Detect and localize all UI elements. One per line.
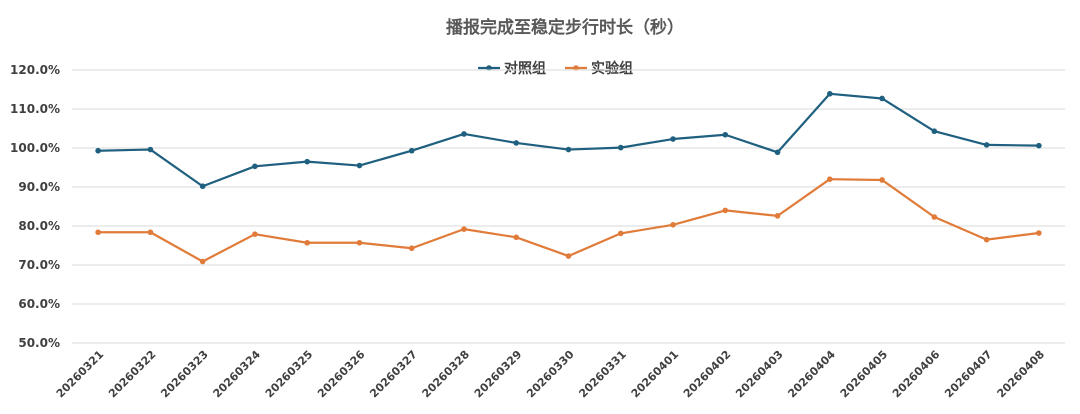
data-point xyxy=(931,214,938,220)
data-point xyxy=(879,177,885,183)
x-tick-label: 20260408 xyxy=(994,348,1046,400)
data-point xyxy=(879,95,885,102)
y-tick-label: 70.0% xyxy=(18,258,60,272)
data-point xyxy=(461,226,467,232)
data-point xyxy=(722,207,729,214)
x-tick-label: 20260326 xyxy=(315,348,368,401)
chart-title: 播报完成至稳定步行时长（秒） xyxy=(446,17,684,38)
x-tick-label: 20260322 xyxy=(106,348,158,400)
series-1 xyxy=(95,90,1042,190)
x-tick-label: 20260321 xyxy=(54,348,106,400)
x-tick-label: 20260327 xyxy=(367,348,419,400)
legend-marker xyxy=(573,65,579,71)
data-point xyxy=(670,222,676,228)
x-tick-label: 20260407 xyxy=(942,348,994,400)
data-point xyxy=(827,90,833,97)
x-tick-label: 20260329 xyxy=(472,348,524,400)
data-point xyxy=(931,128,938,135)
y-tick-label: 50.0% xyxy=(18,336,60,350)
data-point xyxy=(617,144,624,151)
data-point xyxy=(513,234,520,241)
data-point xyxy=(1036,142,1042,149)
x-tick-label: 20260323 xyxy=(158,348,210,400)
data-point xyxy=(356,239,363,246)
y-tick-label: 80.0% xyxy=(18,219,60,233)
series-line xyxy=(98,92,1039,188)
x-tick-label: 20260404 xyxy=(785,348,838,401)
data-point xyxy=(252,163,258,170)
y-tick-label: 100.0% xyxy=(10,141,60,155)
data-point xyxy=(199,258,206,265)
x-tick-label: 20260406 xyxy=(890,348,943,401)
data-point xyxy=(983,142,990,148)
data-point xyxy=(95,147,101,154)
gridlines xyxy=(72,69,1065,344)
data-point xyxy=(565,146,572,153)
data-point xyxy=(722,131,729,138)
x-tick-label: 20260328 xyxy=(420,348,472,400)
data-point xyxy=(670,136,676,142)
data-point xyxy=(774,213,781,219)
y-axis-ticks: 120.0% 110.0% 100.0% 90.0% 80.0% 70.0% 60.0% 50… xyxy=(10,63,60,350)
data-point xyxy=(513,140,520,146)
data-point xyxy=(1036,230,1042,236)
legend-label: 对照组 xyxy=(504,60,546,77)
data-point xyxy=(356,162,363,169)
data-point xyxy=(252,231,258,237)
data-point xyxy=(304,239,310,246)
data-point xyxy=(408,147,415,154)
data-point xyxy=(147,229,154,236)
legend-label: 实验组 xyxy=(591,60,633,77)
x-tick-label: 20260401 xyxy=(629,348,681,400)
data-point xyxy=(95,229,101,236)
legend-marker xyxy=(486,65,492,71)
data-point xyxy=(774,149,781,156)
y-tick-label: 90.0% xyxy=(18,180,60,194)
series-line xyxy=(98,178,1040,263)
data-point xyxy=(408,245,415,252)
x-tick-label: 20260402 xyxy=(681,348,733,400)
data-point xyxy=(617,230,624,237)
data-point xyxy=(461,131,467,137)
x-tick-label: 20260403 xyxy=(733,348,785,400)
x-axis-ticks: 20260321 20260322 20260323 20260324 20260325… xyxy=(54,348,1047,401)
x-tick-label: 20260330 xyxy=(524,348,577,401)
data-point xyxy=(983,236,990,243)
x-tick-label: 20260325 xyxy=(263,348,315,400)
data-point xyxy=(827,176,833,182)
x-tick-label: 20260405 xyxy=(838,348,890,400)
series-2 xyxy=(95,176,1042,265)
data-point xyxy=(565,253,572,259)
x-tick-label: 20260331 xyxy=(576,348,628,400)
y-tick-label: 60.0% xyxy=(18,297,60,311)
series-layer xyxy=(95,90,1042,265)
y-tick-label: 110.0% xyxy=(10,102,60,116)
legend: 对照组 实验组 xyxy=(478,60,633,77)
data-point xyxy=(147,146,154,153)
y-tick-label: 120.0% xyxy=(10,63,60,77)
data-point xyxy=(199,183,206,190)
data-point xyxy=(304,158,310,165)
x-tick-label: 20260324 xyxy=(211,348,264,401)
